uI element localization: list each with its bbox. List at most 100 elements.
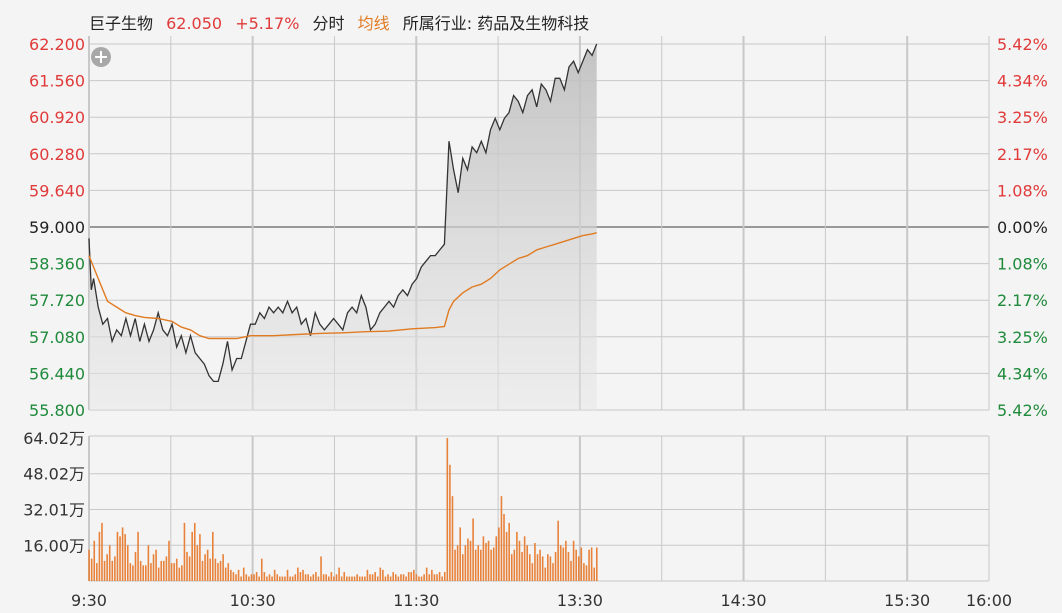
volume-bar xyxy=(338,567,340,581)
volume-bar xyxy=(193,522,196,581)
volume-bar xyxy=(485,543,487,581)
tab-minute[interactable]: 分时 xyxy=(312,14,345,33)
volume-bar xyxy=(103,560,106,581)
volume-bar xyxy=(340,576,343,581)
price-tick-label: 59.640 xyxy=(29,181,85,200)
volume-bar xyxy=(474,549,477,581)
volume-bar xyxy=(351,576,353,581)
volume-bar xyxy=(541,556,544,581)
volume-bar xyxy=(90,558,93,581)
volume-bar xyxy=(431,569,433,581)
volume-bar xyxy=(557,520,559,581)
volume-bar xyxy=(492,547,495,581)
volume-bar xyxy=(397,576,400,581)
volume-bar xyxy=(588,549,590,581)
avg-price-line xyxy=(88,232,597,340)
volume-bar xyxy=(206,549,209,581)
volume-bar xyxy=(583,563,585,581)
volume-bar xyxy=(214,558,217,581)
volume-bar xyxy=(224,567,227,581)
volume-bar xyxy=(255,572,258,581)
volume-bar xyxy=(446,438,449,581)
volume-bar xyxy=(286,569,289,581)
volume-bar xyxy=(284,576,286,581)
volume-bar xyxy=(175,558,178,581)
axis-labels: 62.200 5.42% 61.560 4.34% 60.920 3.25% 60.280 2… xyxy=(23,35,1048,610)
volume-bar xyxy=(142,565,145,581)
time-tick-label: 13:30 xyxy=(557,591,603,610)
volume-bar xyxy=(410,572,413,581)
pct-tick-label: 1.08% xyxy=(997,255,1048,274)
volume-bar xyxy=(307,574,309,581)
tab-avg-line[interactable]: 均线 xyxy=(357,14,390,33)
volume-bar xyxy=(119,536,121,581)
volume-bar xyxy=(523,536,526,581)
volume-bar xyxy=(436,574,438,581)
volume-bar xyxy=(304,574,307,581)
volume-tick-label: 64.02万 xyxy=(23,429,85,448)
price-tick-label: 57.720 xyxy=(29,291,85,310)
volume-bar xyxy=(420,576,423,581)
volume-bar xyxy=(469,540,472,581)
volume-bar xyxy=(423,574,425,581)
volume-bar xyxy=(387,574,389,581)
volume-bar xyxy=(549,556,552,581)
price-area-fill xyxy=(89,44,597,410)
volume-bar xyxy=(379,567,382,581)
price-area xyxy=(89,44,597,410)
volume-bar xyxy=(505,531,508,581)
volume-bar xyxy=(343,572,346,581)
volume-bar xyxy=(389,576,392,581)
volume-bar xyxy=(260,558,263,581)
volume-bar xyxy=(593,567,596,581)
volume-bar xyxy=(428,574,431,581)
price-tick-label: 57.080 xyxy=(29,328,85,347)
pct-tick-label: 3.25% xyxy=(997,108,1048,127)
volume-bar xyxy=(534,543,536,581)
volume-bar xyxy=(232,572,235,581)
volume-bar xyxy=(279,576,281,581)
pct-tick-label: 3.25% xyxy=(997,328,1048,347)
volume-bar xyxy=(273,569,276,581)
volume-bar xyxy=(456,545,459,581)
volume-bar xyxy=(178,567,181,581)
volume-bar xyxy=(268,574,271,581)
volume-bar xyxy=(495,536,498,581)
volume-bar xyxy=(577,556,580,581)
volume-bar xyxy=(116,531,119,581)
volume-bar xyxy=(271,576,273,581)
volume-bar xyxy=(358,576,361,581)
volume-bar xyxy=(500,496,503,581)
volume-bar xyxy=(413,569,415,581)
volume-bar xyxy=(454,549,456,581)
volume-bar xyxy=(188,556,191,581)
volume-bar xyxy=(526,545,529,581)
volume-bar xyxy=(595,547,598,581)
volume-bar xyxy=(209,558,212,581)
stock-name: 巨子生物 xyxy=(89,14,154,33)
volume-bar xyxy=(137,531,139,581)
volume-bar xyxy=(392,572,394,581)
volume-bar xyxy=(291,576,294,581)
volume-bar xyxy=(297,567,299,581)
time-tick-label: 10:30 xyxy=(230,591,276,610)
volume-bar xyxy=(464,545,467,581)
volume-bar xyxy=(433,574,436,581)
time-tick-label: 9:30 xyxy=(71,591,107,610)
volume-bar xyxy=(201,560,204,581)
zoom-in-button[interactable] xyxy=(91,47,111,67)
pct-tick-label: 1.08% xyxy=(997,181,1048,200)
volume-bar xyxy=(139,560,142,581)
volume-bar xyxy=(438,572,441,581)
volume-bar xyxy=(96,563,98,581)
pct-tick-label: 2.17% xyxy=(997,145,1048,164)
volume-bar xyxy=(521,551,523,581)
volume-bar xyxy=(552,563,554,581)
volume-tick-label: 32.01万 xyxy=(23,501,85,520)
volume-bar xyxy=(152,554,155,581)
volume-bar xyxy=(230,569,232,581)
volume-bar xyxy=(565,540,567,581)
price-tick-label: 60.280 xyxy=(29,145,85,164)
volume-bar xyxy=(443,572,446,581)
price-tick-label: 61.560 xyxy=(29,72,85,91)
